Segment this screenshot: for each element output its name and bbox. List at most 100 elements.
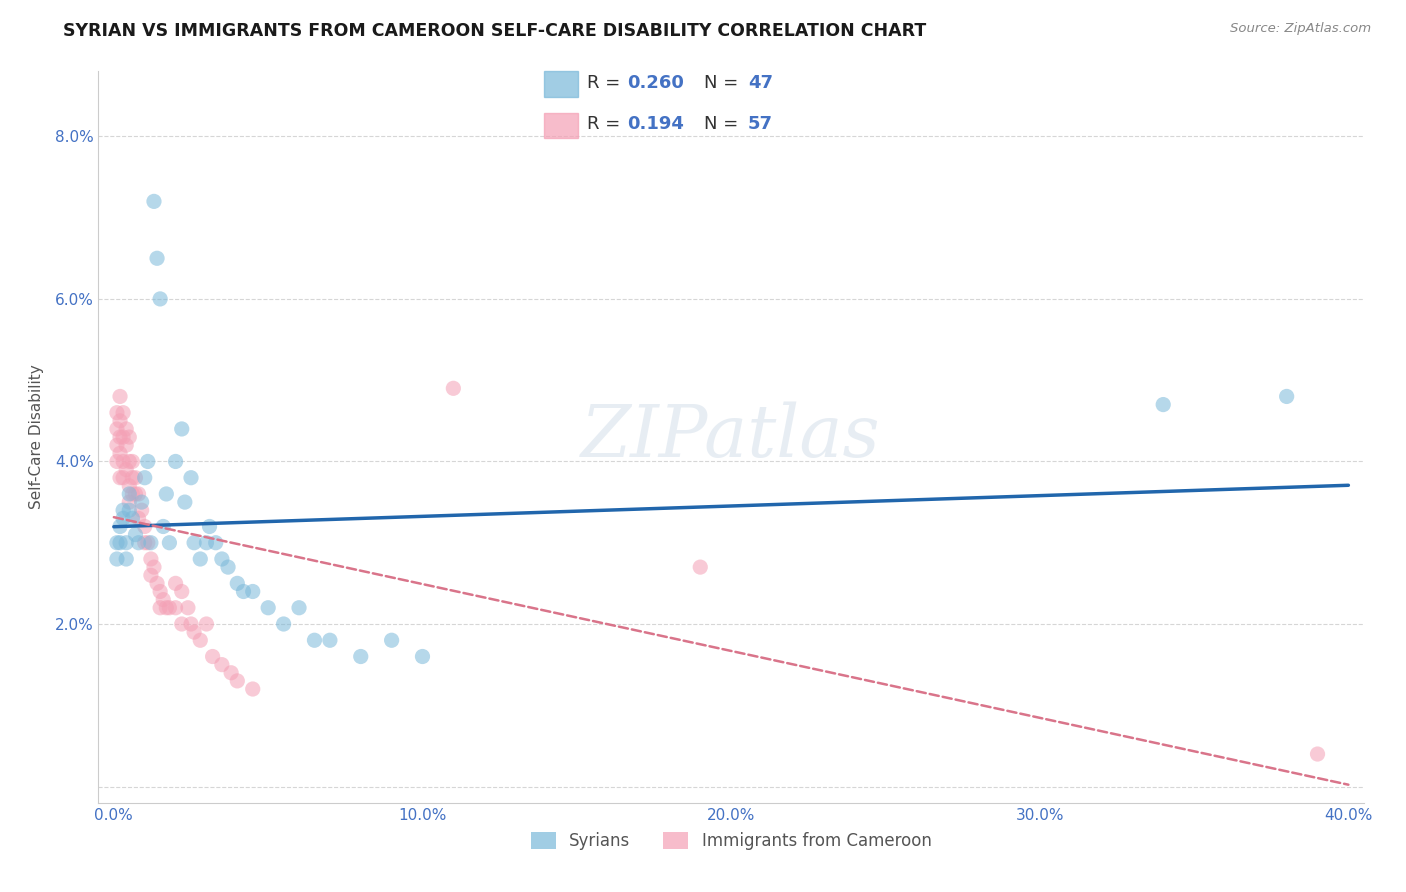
Point: [381, 633, 404, 648]
Point: [134, 519, 156, 533]
Point: [195, 535, 218, 549]
Point: [226, 673, 249, 688]
Point: [115, 462, 138, 476]
Point: [201, 649, 224, 664]
Point: [124, 527, 146, 541]
Point: [108, 389, 131, 403]
Point: [288, 600, 311, 615]
Point: [112, 454, 135, 468]
Text: 0.194: 0.194: [627, 115, 683, 133]
Point: [105, 422, 128, 436]
Point: [173, 495, 195, 509]
Point: [115, 438, 138, 452]
Bar: [544, 71, 578, 97]
Text: Source: ZipAtlas.com: Source: ZipAtlas.com: [1230, 22, 1371, 36]
Point: [180, 617, 202, 632]
Y-axis label: Self-Care Disability: Self-Care Disability: [28, 365, 44, 509]
Point: [177, 600, 200, 615]
Point: [134, 535, 156, 549]
Point: [170, 584, 193, 599]
Point: [108, 430, 131, 444]
Point: [170, 422, 193, 436]
Point: [105, 438, 128, 452]
Point: [136, 535, 159, 549]
Point: [1152, 398, 1174, 412]
Point: [1275, 389, 1298, 403]
Point: [128, 535, 150, 549]
Point: [121, 454, 143, 468]
Point: [121, 487, 143, 501]
Point: [204, 535, 226, 549]
Point: [157, 535, 180, 549]
Point: [165, 600, 187, 615]
Point: [112, 511, 135, 525]
Point: [118, 495, 141, 509]
Point: [139, 552, 162, 566]
Point: [188, 633, 211, 648]
Text: ZIPatlas: ZIPatlas: [581, 401, 882, 473]
Point: [118, 479, 141, 493]
Point: [198, 519, 221, 533]
Point: [152, 519, 174, 533]
Point: [143, 560, 166, 574]
Text: 0.260: 0.260: [627, 74, 683, 92]
Point: [124, 471, 146, 485]
Point: [124, 487, 146, 501]
Point: [155, 487, 177, 501]
Point: [411, 649, 433, 664]
Point: [118, 430, 141, 444]
Point: [139, 568, 162, 582]
Point: [146, 252, 169, 266]
Point: [128, 511, 150, 525]
Point: [183, 535, 205, 549]
Point: [105, 454, 128, 468]
Point: [112, 503, 135, 517]
Point: [136, 454, 159, 468]
Point: [143, 194, 166, 209]
Point: [170, 617, 193, 632]
Point: [273, 617, 295, 632]
Point: [188, 552, 211, 566]
Point: [183, 625, 205, 640]
Point: [108, 414, 131, 428]
Point: [115, 535, 138, 549]
Point: [108, 446, 131, 460]
Point: [112, 471, 135, 485]
Point: [211, 552, 233, 566]
Point: [121, 471, 143, 485]
Text: N =: N =: [704, 74, 738, 92]
Point: [1306, 747, 1329, 761]
Text: R =: R =: [586, 115, 620, 133]
Point: [118, 503, 141, 517]
Text: SYRIAN VS IMMIGRANTS FROM CAMEROON SELF-CARE DISABILITY CORRELATION CHART: SYRIAN VS IMMIGRANTS FROM CAMEROON SELF-…: [63, 22, 927, 40]
Point: [131, 495, 153, 509]
Point: [350, 649, 373, 664]
Legend: Syrians, Immigrants from Cameroon: Syrians, Immigrants from Cameroon: [524, 825, 938, 856]
Point: [689, 560, 711, 574]
Point: [149, 600, 172, 615]
Point: [112, 430, 135, 444]
Point: [108, 535, 131, 549]
Text: N =: N =: [704, 115, 738, 133]
Point: [232, 584, 254, 599]
Point: [242, 681, 264, 696]
Point: [134, 471, 156, 485]
Point: [139, 535, 162, 549]
Point: [195, 617, 218, 632]
Text: 47: 47: [748, 74, 773, 92]
Point: [121, 511, 143, 525]
Point: [441, 381, 464, 395]
Point: [149, 584, 172, 599]
Point: [304, 633, 326, 648]
Point: [152, 592, 174, 607]
Point: [118, 454, 141, 468]
Point: [165, 576, 187, 591]
Point: [112, 406, 135, 420]
Point: [115, 422, 138, 436]
Point: [155, 600, 177, 615]
Point: [146, 576, 169, 591]
Point: [165, 454, 187, 468]
Point: [118, 487, 141, 501]
Point: [108, 471, 131, 485]
Point: [180, 471, 202, 485]
